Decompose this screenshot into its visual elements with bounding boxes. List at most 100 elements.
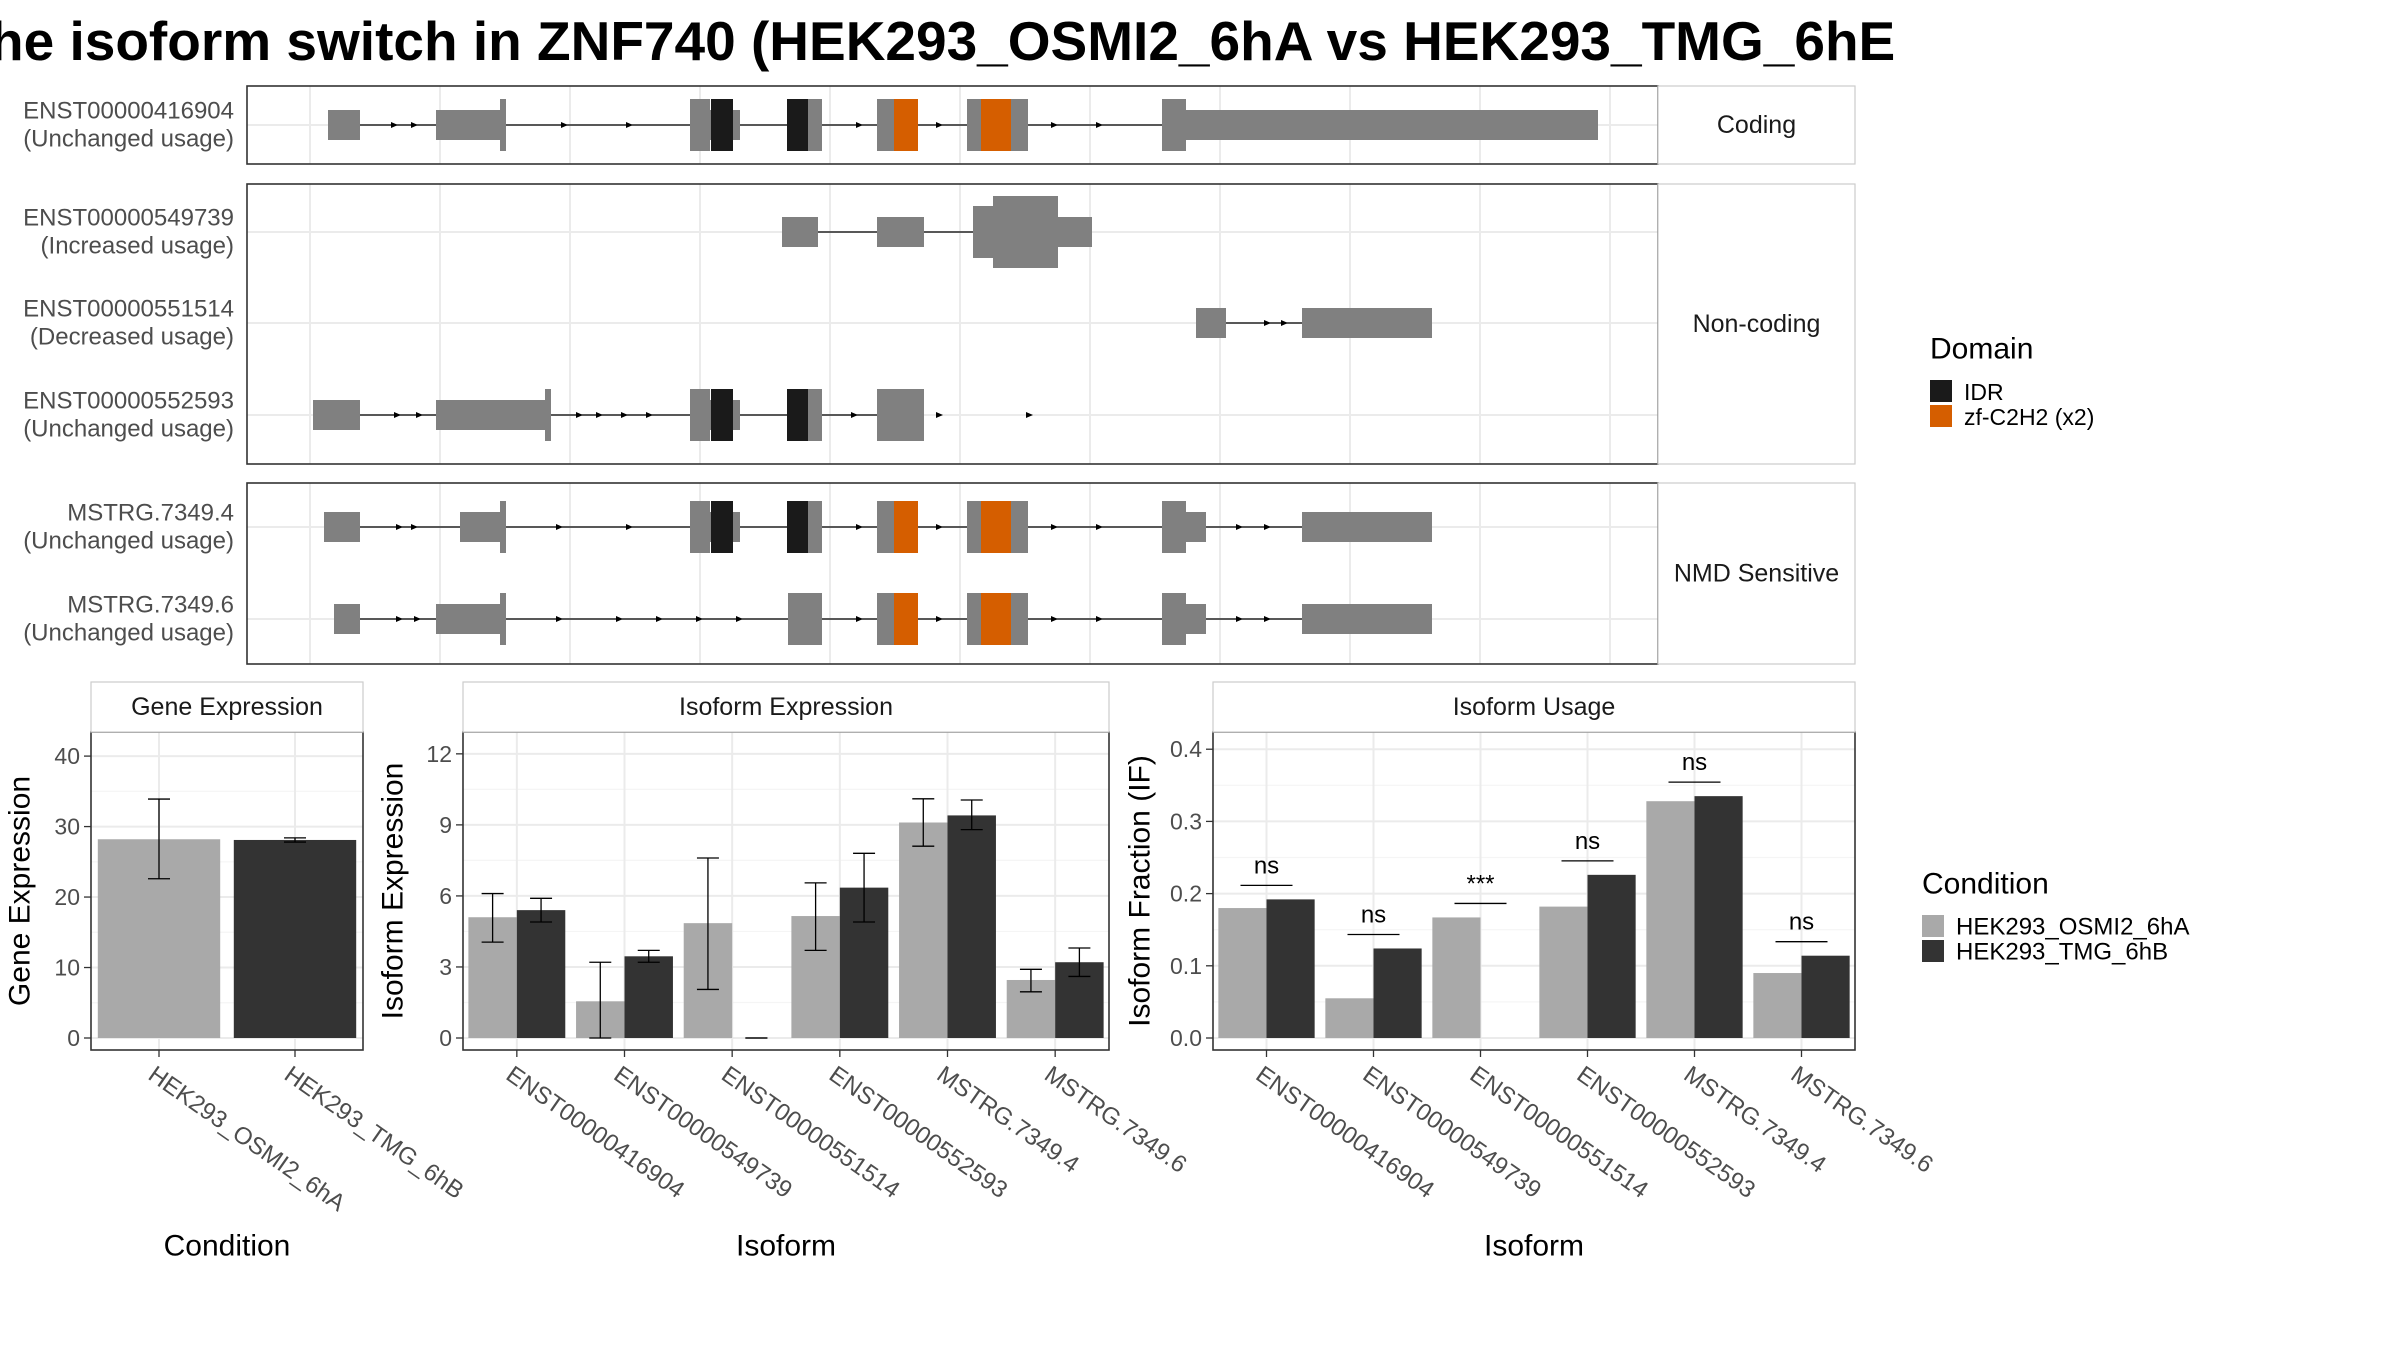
transcript-usage-label: (Unchanged usage) <box>23 416 234 443</box>
x-axis-label: Isoform <box>1484 1230 1584 1263</box>
x-tick-label: ENST00000549739 <box>609 1061 797 1204</box>
y-axis-label: Isoform Fraction (IF) <box>1124 755 1157 1027</box>
bar <box>624 956 673 1038</box>
strand-arrow <box>1236 616 1243 622</box>
strand-arrow <box>1051 122 1058 128</box>
bar <box>1325 998 1374 1038</box>
idr-domain <box>787 389 808 441</box>
chart-title: Gene Expression <box>131 693 323 721</box>
strand-arrow <box>396 616 403 622</box>
significance-label: ns <box>1575 828 1600 855</box>
strand-arrow <box>396 524 403 530</box>
exon-block <box>690 389 710 441</box>
bar <box>233 839 357 1038</box>
y-tick-label: 0.4 <box>1170 736 1202 762</box>
exon-block <box>1302 512 1432 542</box>
chart-strip <box>1212 681 1856 733</box>
facet-strip <box>1657 183 1856 465</box>
exon-block <box>436 110 500 140</box>
exon-block <box>993 196 1058 268</box>
significance-label: ns <box>1682 749 1707 776</box>
exon-block <box>500 99 506 151</box>
y-tick-label: 0.3 <box>1170 808 1202 834</box>
idr-domain <box>711 501 733 553</box>
zf-c2h2-domain <box>894 593 918 645</box>
strand-arrow <box>1096 122 1103 128</box>
domain-legend-swatch <box>1930 380 1952 402</box>
y-tick-label: 0 <box>67 1025 80 1051</box>
y-tick-label: 6 <box>439 883 452 909</box>
y-tick-label: 20 <box>54 884 80 910</box>
x-tick-label: ENST00000552593 <box>824 1061 1012 1204</box>
condition-legend-swatch <box>1922 940 1944 962</box>
exon-block <box>788 593 822 645</box>
exon-block <box>500 501 506 553</box>
transcript-id-label: MSTRG.7349.6 <box>67 592 234 619</box>
y-tick-label: 10 <box>54 955 80 981</box>
chart-title: Isoform Expression <box>679 693 893 721</box>
strand-arrow <box>1026 412 1033 418</box>
bar <box>947 815 996 1038</box>
strand-arrow <box>621 412 628 418</box>
facet-strip-label: Coding <box>1717 111 1796 139</box>
exon-block <box>436 400 545 430</box>
transcript-usage-label: (Decreased usage) <box>30 324 234 351</box>
y-tick-label: 9 <box>439 812 452 838</box>
chart-panel-1: Isoform Expression036912ENST00000416904E… <box>377 681 1191 1263</box>
bar <box>899 822 948 1038</box>
strand-arrow <box>1236 524 1243 530</box>
bar <box>1266 899 1315 1038</box>
structure-facet-2: MSTRG.7349.4(Unchanged usage)MSTRG.7349.… <box>23 482 1856 665</box>
strand-arrow <box>596 412 603 418</box>
strand-arrow <box>696 616 703 622</box>
strand-arrow <box>394 412 401 418</box>
exon-block <box>782 217 818 247</box>
strand-arrow <box>391 122 398 128</box>
strand-arrow <box>851 412 858 418</box>
zf-c2h2-domain <box>981 501 1011 553</box>
exon-block <box>1186 110 1598 140</box>
condition-legend-label: HEK293_TMG_6hB <box>1956 939 2168 966</box>
strand-arrow <box>856 122 863 128</box>
domain-legend-label: zf-C2H2 (x2) <box>1964 404 2094 430</box>
zf-c2h2-domain <box>894 501 918 553</box>
zf-c2h2-domain <box>894 99 918 151</box>
strand-arrow <box>1051 616 1058 622</box>
strand-arrow <box>736 616 743 622</box>
exon-block <box>1186 512 1206 542</box>
x-tick-label: ENST00000416904 <box>1251 1061 1439 1204</box>
exon-block <box>460 512 500 542</box>
y-axis-label: Gene Expression <box>4 776 37 1006</box>
zf-c2h2-domain <box>981 99 1011 151</box>
exon-block <box>328 110 360 140</box>
exon-block <box>1162 593 1186 645</box>
exon-block <box>877 389 924 441</box>
condition-legend-label: HEK293_OSMI2_6hA <box>1956 914 2189 941</box>
transcript-id-label: ENST00000549739 <box>23 205 234 232</box>
strand-arrow <box>936 412 943 418</box>
x-axis-label: Condition <box>164 1230 291 1263</box>
strand-arrow <box>626 524 633 530</box>
chart-strip <box>462 681 1110 733</box>
domain-legend-title: Domain <box>1930 333 2033 366</box>
domain-legend-label: IDR <box>1964 379 2004 405</box>
strand-arrow <box>616 616 623 622</box>
chart-panel-2: ns ns *** ns ns ns Isoform Usage 0.0 0.1 0.2 0.3 0.… <box>1124 681 1938 1263</box>
facet-strip-label: Non-coding <box>1693 310 1821 338</box>
zf-c2h2-domain <box>981 593 1011 645</box>
significance-label: ns <box>1361 901 1386 928</box>
transcript-id-label: ENST00000552593 <box>23 388 234 415</box>
y-tick-label: 0.2 <box>1170 881 1202 907</box>
strand-arrow <box>1096 616 1103 622</box>
structure-panel-bg <box>247 483 1658 664</box>
exon-block <box>436 604 500 634</box>
bar <box>1587 874 1636 1038</box>
strand-arrow <box>411 122 418 128</box>
idr-domain <box>711 389 733 441</box>
strand-arrow <box>561 122 568 128</box>
chart-strip <box>90 681 364 733</box>
exon-block <box>1196 308 1226 338</box>
x-tick-label: ENST00000552593 <box>1572 1061 1760 1204</box>
